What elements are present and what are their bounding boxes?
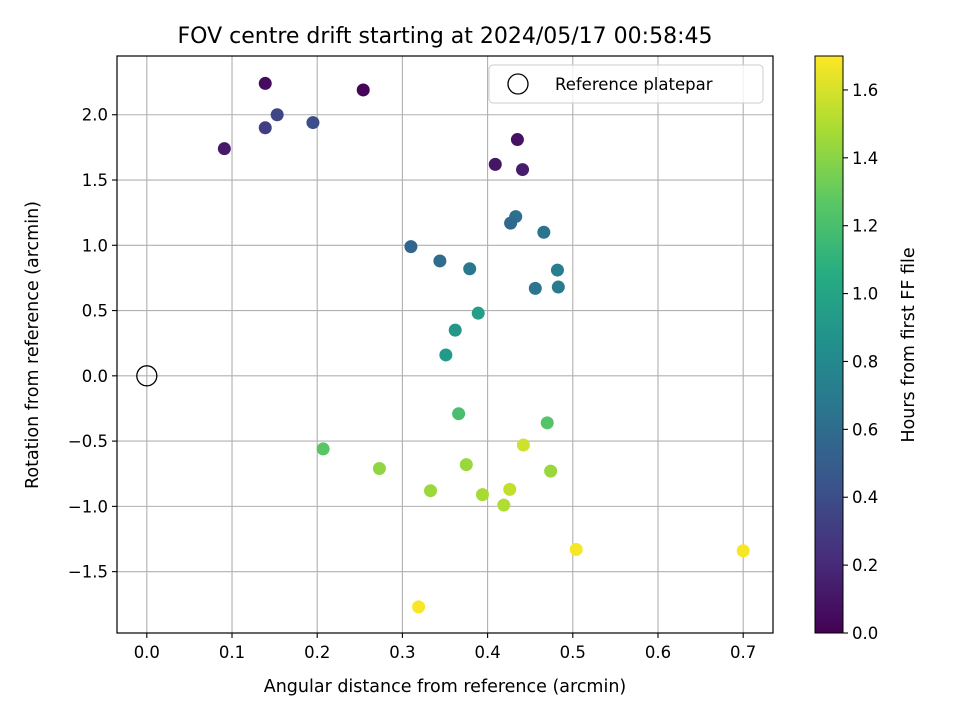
- y-axis-ticks: −1.5 −1.0 −0.5 0.0 0.5 1.0 1.5 2.0: [68, 106, 117, 582]
- x-tick-label: 0.7: [730, 643, 756, 662]
- y-tick-label: −1.0: [68, 497, 108, 516]
- colorbar-tick-label: 0.8: [852, 352, 878, 371]
- reference-marker: [136, 365, 158, 387]
- data-point: [356, 83, 370, 97]
- data-point: [551, 280, 565, 294]
- data-point: [258, 76, 272, 90]
- colorbar-tick-label: 1.4: [852, 149, 878, 168]
- colorbar-ticks: 0.0 0.2 0.4 0.6 0.8 1.0 1.2 1.4 1.6: [843, 81, 878, 643]
- data-point: [544, 464, 558, 478]
- data-point: [503, 482, 517, 496]
- data-point: [475, 488, 489, 502]
- colorbar: [814, 55, 844, 634]
- data-point: [459, 458, 473, 472]
- x-tick-label: 0.6: [645, 643, 671, 662]
- data-point: [510, 133, 524, 147]
- data-point: [569, 542, 583, 556]
- colorbar-tick-label: 0.0: [852, 624, 878, 643]
- reference-marker-group: [136, 365, 158, 387]
- data-point: [471, 306, 485, 320]
- chart-title: FOV centre drift starting at 2024/05/17 …: [178, 24, 713, 49]
- y-tick-label: −0.5: [68, 432, 108, 451]
- data-point: [404, 240, 418, 254]
- data-point: [504, 216, 518, 230]
- y-tick-label: 0.5: [82, 302, 108, 321]
- data-point: [516, 163, 530, 177]
- colorbar-tick-label: 0.4: [852, 488, 878, 507]
- data-point: [540, 416, 554, 430]
- data-point: [516, 438, 530, 452]
- x-tick-label: 0.5: [560, 643, 586, 662]
- y-tick-label: −1.5: [68, 563, 108, 582]
- data-point: [424, 484, 438, 498]
- x-tick-label: 0.2: [304, 643, 330, 662]
- colorbar-tick-label: 1.2: [852, 217, 878, 236]
- data-point: [372, 462, 386, 476]
- colorbar-tick-label: 0.2: [852, 556, 878, 575]
- colorbar-tick-label: 1.0: [852, 285, 878, 304]
- colorbar-label: Hours from first FF file: [899, 247, 919, 442]
- data-point: [316, 442, 330, 456]
- data-point: [270, 108, 284, 122]
- data-point: [217, 142, 231, 156]
- x-axis-ticks: 0.0 0.1 0.2 0.3 0.4 0.5 0.6 0.7: [134, 633, 756, 662]
- x-axis-label: Angular distance from reference (arcmin): [264, 677, 627, 697]
- data-point: [439, 348, 453, 362]
- data-point: [550, 263, 564, 277]
- y-tick-label: 0.0: [82, 367, 108, 386]
- data-point: [488, 157, 502, 171]
- legend-label: Reference platepar: [555, 75, 713, 94]
- data-point: [463, 262, 477, 276]
- data-point: [306, 116, 320, 130]
- legend-box: [488, 64, 764, 104]
- data-point: [448, 323, 462, 337]
- x-tick-label: 0.0: [134, 643, 160, 662]
- data-point: [258, 121, 272, 135]
- data-point: [412, 600, 426, 614]
- plot-area-frame: [116, 55, 774, 634]
- data-point: [736, 544, 750, 558]
- grid-lines: [117, 56, 773, 633]
- colorbar-tick-label: 0.6: [852, 420, 878, 439]
- data-point: [537, 225, 551, 239]
- x-tick-label: 0.3: [389, 643, 415, 662]
- plot-area-background: [117, 56, 773, 633]
- y-axis-label: Rotation from reference (arcmin): [23, 201, 43, 489]
- scatter-points: [217, 76, 750, 614]
- y-tick-label: 2.0: [82, 106, 108, 125]
- x-tick-label: 0.1: [219, 643, 245, 662]
- legend-marker: [507, 73, 529, 95]
- data-point: [497, 498, 511, 512]
- data-point: [433, 254, 447, 268]
- y-tick-label: 1.0: [82, 236, 108, 255]
- y-tick-label: 1.5: [82, 171, 108, 190]
- colorbar-tick-label: 1.6: [852, 81, 878, 100]
- data-point: [528, 281, 542, 295]
- data-point: [452, 407, 466, 421]
- x-tick-label: 0.4: [474, 643, 500, 662]
- legend: Reference platepar: [488, 64, 764, 104]
